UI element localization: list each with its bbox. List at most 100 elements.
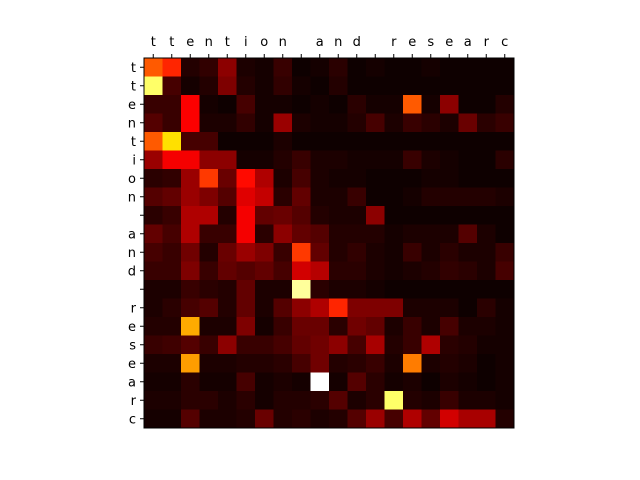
heatmap-cell xyxy=(403,58,422,77)
heatmap-cell xyxy=(236,76,256,96)
heatmap-cell xyxy=(181,409,200,429)
heatmap-cell xyxy=(384,409,404,429)
heatmap-cell xyxy=(477,95,496,114)
heatmap-cell xyxy=(495,58,515,77)
heatmap-cell xyxy=(218,243,237,262)
heatmap-cell xyxy=(273,206,293,225)
heatmap-cell xyxy=(181,187,200,207)
heatmap-cell xyxy=(218,298,237,318)
heatmap-cell xyxy=(477,354,496,373)
heatmap-cell xyxy=(495,391,515,410)
heatmap-cell xyxy=(236,169,256,188)
y-tick-label: d xyxy=(128,264,136,279)
heatmap-cell xyxy=(144,187,163,207)
heatmap-cell xyxy=(181,150,200,170)
heatmap-cell xyxy=(495,206,515,225)
heatmap-cell xyxy=(421,298,441,318)
heatmap-cell xyxy=(458,58,478,77)
heatmap-cell xyxy=(495,317,515,336)
heatmap-cell xyxy=(421,243,441,262)
y-tick-label: e xyxy=(128,357,136,372)
heatmap-cell xyxy=(347,243,367,262)
heatmap-cell xyxy=(236,206,256,225)
heatmap-cell xyxy=(199,187,219,207)
heatmap-cell xyxy=(162,169,182,188)
heatmap-cell xyxy=(236,224,256,244)
heatmap-cell xyxy=(477,58,496,77)
heatmap-cell xyxy=(440,58,459,77)
heatmap-cell xyxy=(329,317,348,336)
heatmap-cell xyxy=(440,409,459,429)
heatmap-cell xyxy=(273,150,293,170)
heatmap-cell xyxy=(255,243,274,262)
heatmap-cell xyxy=(495,150,515,170)
heatmap-cell xyxy=(218,280,237,299)
heatmap-cell xyxy=(310,409,330,429)
heatmap-cell xyxy=(440,298,459,318)
heatmap-cell xyxy=(329,391,348,410)
heatmap-cell xyxy=(218,372,237,392)
heatmap-cell xyxy=(144,280,163,299)
x-tick-label: t xyxy=(225,35,230,50)
heatmap-cell xyxy=(403,335,422,355)
heatmap-cell xyxy=(440,317,459,336)
heatmap-cell xyxy=(144,317,163,336)
heatmap-cell xyxy=(421,391,441,410)
heatmap-cell xyxy=(199,335,219,355)
heatmap-cell xyxy=(495,280,515,299)
heatmap-cell xyxy=(421,187,441,207)
heatmap-cell xyxy=(366,335,385,355)
heatmap-cell xyxy=(199,280,219,299)
heatmap-cell xyxy=(403,280,422,299)
heatmap-cell xyxy=(292,113,311,133)
heatmap-cell xyxy=(181,261,200,281)
heatmap-cell xyxy=(384,298,404,318)
heatmap-cell xyxy=(255,150,274,170)
heatmap-cell xyxy=(310,280,330,299)
heatmap-cell xyxy=(421,113,441,133)
heatmap-cell xyxy=(236,187,256,207)
heatmap-cell xyxy=(162,150,182,170)
heatmap-cell xyxy=(403,132,422,151)
heatmap-cell xyxy=(181,391,200,410)
heatmap-cell xyxy=(292,187,311,207)
x-tick-label: i xyxy=(244,35,248,50)
heatmap-cell xyxy=(384,391,404,410)
y-tick-label: s xyxy=(129,338,136,353)
heatmap-cell xyxy=(495,169,515,188)
heatmap-cell xyxy=(273,335,293,355)
heatmap-cell xyxy=(366,298,385,318)
heatmap-cell xyxy=(144,261,163,281)
heatmap-cell xyxy=(458,354,478,373)
y-tick-label: a xyxy=(128,375,136,390)
heatmap-cell xyxy=(458,132,478,151)
heatmap-cell xyxy=(384,317,404,336)
heatmap-cell xyxy=(218,206,237,225)
heatmap-cell xyxy=(329,187,348,207)
x-tick-label: n xyxy=(279,35,287,50)
heatmap-cell xyxy=(384,243,404,262)
y-tick-label: n xyxy=(128,246,136,261)
heatmap-cells xyxy=(144,58,515,429)
heatmap-cell xyxy=(347,335,367,355)
heatmap-cell xyxy=(440,335,459,355)
heatmap-cell xyxy=(440,76,459,96)
heatmap-cell xyxy=(458,372,478,392)
y-tick-label: r xyxy=(131,301,137,316)
heatmap-cell xyxy=(477,224,496,244)
heatmap-cell xyxy=(329,243,348,262)
heatmap-cell xyxy=(366,391,385,410)
heatmap-cell xyxy=(495,354,515,373)
heatmap-cell xyxy=(477,372,496,392)
heatmap-cell xyxy=(366,76,385,96)
heatmap-cell xyxy=(421,76,441,96)
heatmap-cell xyxy=(329,113,348,133)
heatmap-cell xyxy=(384,187,404,207)
x-tick-label: a xyxy=(464,35,472,50)
heatmap-cell xyxy=(384,58,404,77)
heatmap-cell xyxy=(384,261,404,281)
heatmap-cell xyxy=(458,317,478,336)
heatmap-cell xyxy=(144,150,163,170)
heatmap-cell xyxy=(292,243,311,262)
